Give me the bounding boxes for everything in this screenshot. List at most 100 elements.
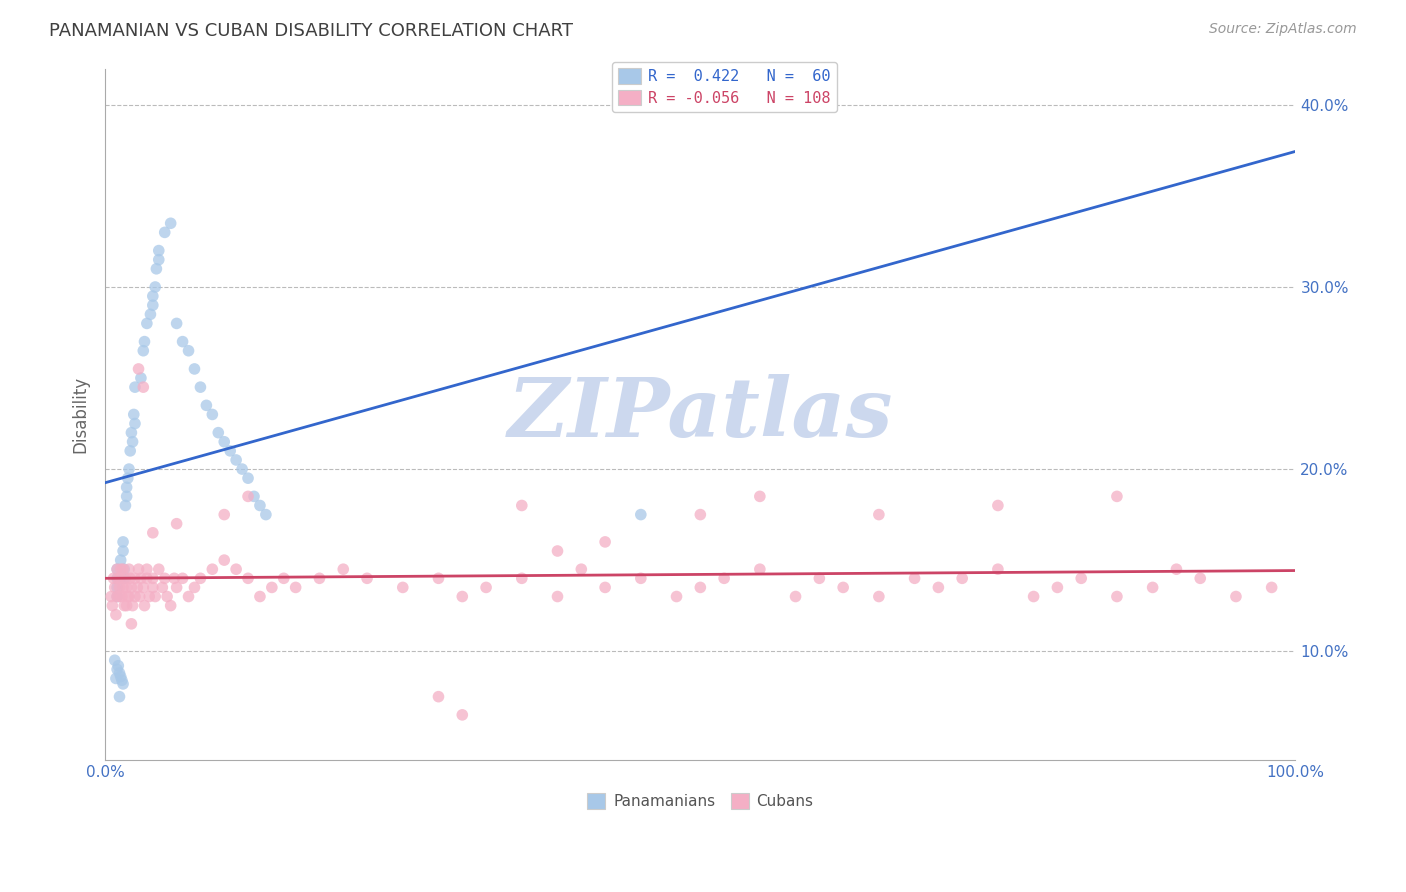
Point <box>105 571 128 585</box>
Point <box>748 489 770 503</box>
Point <box>143 280 166 294</box>
Point <box>166 581 188 595</box>
Point <box>138 590 160 604</box>
Point <box>124 380 146 394</box>
Point <box>105 662 128 676</box>
Point <box>135 317 157 331</box>
Point <box>110 562 132 576</box>
Point <box>236 571 259 585</box>
Point <box>1166 562 1188 576</box>
Point <box>630 571 652 585</box>
Point <box>117 471 139 485</box>
Point <box>163 571 186 585</box>
Text: ZIPatlas: ZIPatlas <box>508 375 893 454</box>
Point <box>105 562 128 576</box>
Point <box>101 599 124 613</box>
Point <box>569 562 592 576</box>
Point <box>132 581 155 595</box>
Point <box>118 562 141 576</box>
Point <box>273 571 295 585</box>
Point <box>1189 571 1212 585</box>
Point <box>201 562 224 576</box>
Point <box>236 471 259 485</box>
Point <box>183 581 205 595</box>
Point <box>159 216 181 230</box>
Point <box>105 590 128 604</box>
Point <box>124 571 146 585</box>
Point <box>785 590 807 604</box>
Point <box>689 508 711 522</box>
Point <box>103 571 125 585</box>
Point <box>172 571 194 585</box>
Point <box>148 244 170 258</box>
Point <box>110 553 132 567</box>
Point <box>139 307 162 321</box>
Point <box>112 599 135 613</box>
Point <box>108 571 131 585</box>
Point <box>117 590 139 604</box>
Point <box>356 571 378 585</box>
Point <box>308 571 330 585</box>
Text: Source: ZipAtlas.com: Source: ZipAtlas.com <box>1209 22 1357 37</box>
Point <box>128 590 150 604</box>
Point <box>249 499 271 513</box>
Point <box>1046 581 1069 595</box>
Point <box>451 590 474 604</box>
Point <box>104 581 127 595</box>
Point <box>427 571 450 585</box>
Point <box>107 658 129 673</box>
Point <box>135 562 157 576</box>
Point <box>112 562 135 576</box>
Point <box>132 380 155 394</box>
Point <box>1142 581 1164 595</box>
Point <box>105 581 128 595</box>
Point <box>104 672 127 686</box>
Point <box>212 553 235 567</box>
Point <box>1022 590 1045 604</box>
Point <box>593 581 616 595</box>
Point <box>118 590 141 604</box>
Point <box>868 590 890 604</box>
Point <box>212 508 235 522</box>
Point <box>1225 590 1247 604</box>
Point <box>134 599 156 613</box>
Text: PANAMANIAN VS CUBAN DISABILITY CORRELATION CHART: PANAMANIAN VS CUBAN DISABILITY CORRELATI… <box>49 22 574 40</box>
Point <box>510 499 533 513</box>
Point <box>118 462 141 476</box>
Point <box>177 343 200 358</box>
Point <box>510 571 533 585</box>
Point <box>1105 489 1128 503</box>
Point <box>124 417 146 431</box>
Point <box>127 581 149 595</box>
Point <box>249 590 271 604</box>
Point <box>166 317 188 331</box>
Point <box>427 690 450 704</box>
Point <box>124 590 146 604</box>
Legend: Panamanians, Cubans: Panamanians, Cubans <box>581 787 820 815</box>
Point <box>129 571 152 585</box>
Point <box>108 665 131 680</box>
Point <box>332 562 354 576</box>
Point <box>148 252 170 267</box>
Point <box>105 562 128 576</box>
Point <box>142 571 165 585</box>
Point <box>114 499 136 513</box>
Point <box>630 508 652 522</box>
Point <box>225 562 247 576</box>
Point <box>129 371 152 385</box>
Point <box>115 480 138 494</box>
Point <box>110 571 132 585</box>
Y-axis label: Disability: Disability <box>72 376 89 453</box>
Point <box>105 590 128 604</box>
Point <box>183 362 205 376</box>
Point <box>121 599 143 613</box>
Point <box>134 334 156 349</box>
Point <box>112 544 135 558</box>
Point <box>120 425 142 440</box>
Point <box>808 571 831 585</box>
Point <box>927 581 949 595</box>
Point <box>689 581 711 595</box>
Point <box>153 571 176 585</box>
Point <box>547 590 569 604</box>
Point <box>142 298 165 312</box>
